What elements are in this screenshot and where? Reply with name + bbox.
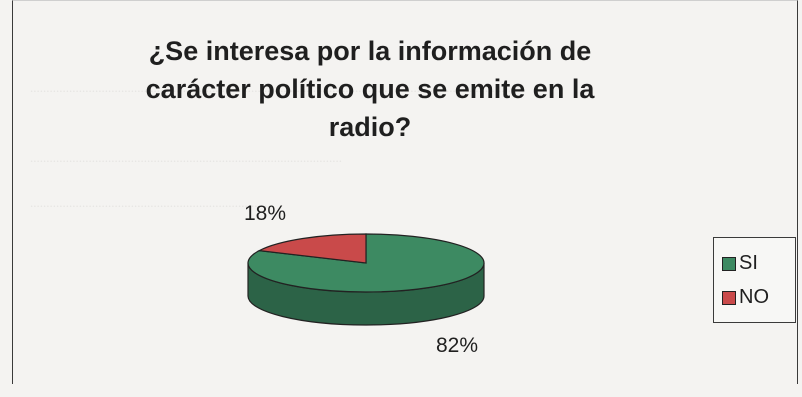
legend-label-si: SI (739, 252, 758, 274)
chart-frame (12, 0, 798, 384)
legend: SI NO (713, 237, 796, 323)
legend-swatch-no (722, 290, 736, 305)
legend-label-no: NO (739, 286, 769, 308)
legend-item-si: SI (722, 252, 758, 275)
legend-item-no: NO (722, 286, 769, 309)
data-label-si: 82% (436, 334, 479, 357)
pie-slice-no (257, 233, 367, 264)
chart-title: ¿Se interesa por la información de carác… (145, 36, 595, 142)
pie-slice-si (247, 233, 485, 293)
legend-swatch-si (722, 256, 736, 271)
data-label-no: 18% (244, 202, 287, 225)
